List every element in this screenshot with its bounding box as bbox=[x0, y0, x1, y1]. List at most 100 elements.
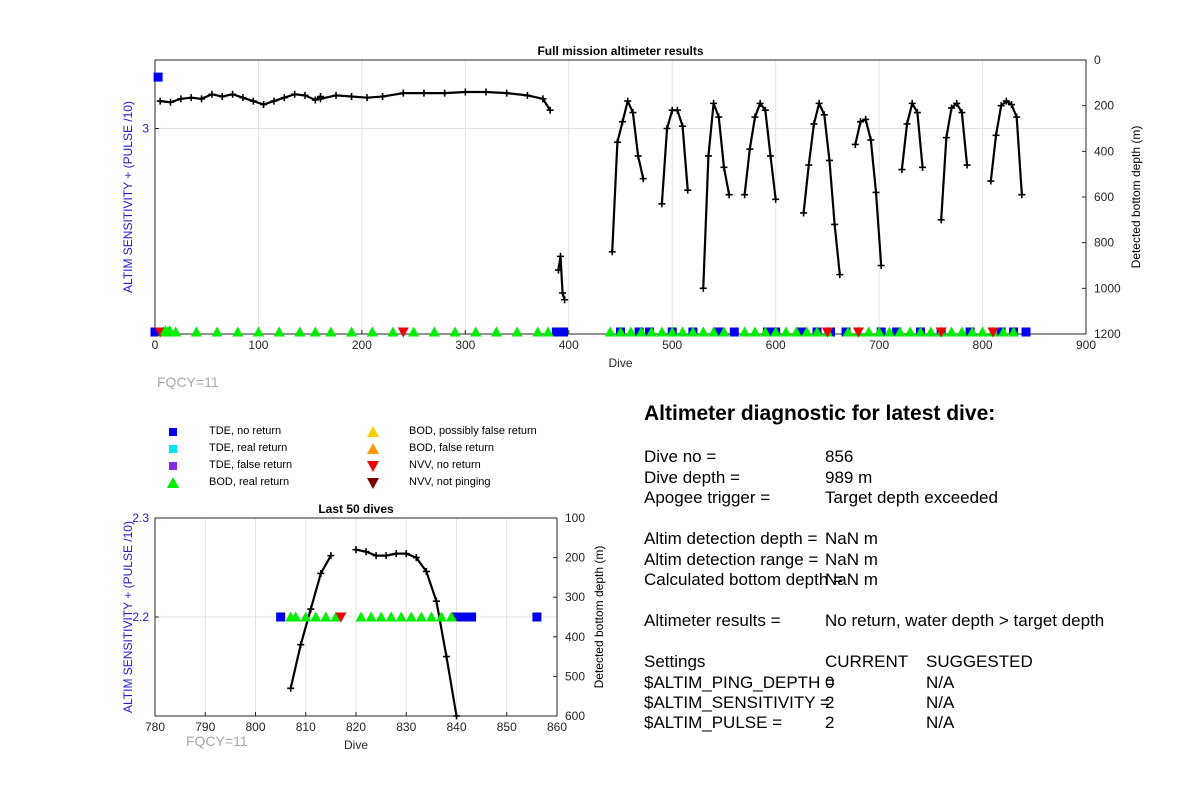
full-mission-depth-line bbox=[557, 256, 566, 301]
full-mission-depth-point bbox=[624, 97, 632, 105]
detect-depth-value: NaN m bbox=[825, 529, 878, 548]
full-mission-marker-triangle-down bbox=[397, 327, 409, 338]
full-mission-marker-triangle-up bbox=[749, 326, 761, 337]
last50-marker-square bbox=[532, 612, 542, 622]
full-mission-ytick-left-label: 3 bbox=[142, 122, 149, 136]
full-mission-marker-triangle-up bbox=[883, 326, 895, 337]
full-mission-marker-triangle-up bbox=[511, 326, 523, 337]
last50-ylabel-left: ALTIM SENSITIVITY + (PULSE /10) bbox=[121, 521, 135, 713]
pulse-label: $ALTIM_PULSE = bbox=[644, 713, 783, 732]
full-mission-depth-point bbox=[198, 95, 206, 103]
full-mission-xtick-label: 0 bbox=[152, 338, 159, 352]
full-mission-depth-point bbox=[208, 90, 216, 98]
full-mission-marker-triangle-up bbox=[997, 326, 1009, 337]
current-header: CURRENT bbox=[825, 652, 909, 671]
last50-depth-point bbox=[422, 567, 430, 575]
full-mission-marker-triangle-up bbox=[428, 326, 440, 337]
full-mission-marker-triangle-up bbox=[739, 326, 751, 337]
full-mission-marker-square bbox=[150, 327, 160, 337]
full-mission-depth-point bbox=[311, 96, 319, 104]
last50-depth-point bbox=[402, 550, 410, 558]
last50-title: Last 50 dives bbox=[318, 502, 394, 516]
full-mission-depth-point bbox=[800, 209, 808, 217]
full-mission-depth-point bbox=[720, 163, 728, 171]
legend-item-right-2: NVV, no return bbox=[409, 459, 481, 471]
full-mission-marker-square bbox=[559, 327, 569, 337]
full-mission-depth-point bbox=[539, 95, 547, 103]
detect-range-value: NaN m bbox=[825, 550, 878, 569]
full-mission-depth-point bbox=[270, 97, 278, 105]
full-mission-depth-point bbox=[218, 93, 226, 101]
last50-marker-square bbox=[467, 612, 477, 622]
last50-xtick-label: 790 bbox=[195, 720, 215, 734]
full-mission-marker-triangle-up bbox=[914, 326, 926, 337]
last50-depth-line bbox=[289, 555, 332, 689]
legend-item-right-3: NVV, not pinging bbox=[409, 476, 491, 488]
full-mission-marker-triangle-up bbox=[408, 326, 420, 337]
last50-ylabel-right: Detected bottom depth (m) bbox=[592, 546, 606, 689]
last50-depth-point bbox=[297, 641, 305, 649]
last50-depth-point bbox=[317, 569, 325, 577]
full-mission-depth-point bbox=[634, 152, 642, 160]
full-mission-marker-square bbox=[714, 327, 724, 337]
last50-marker-triangle-up bbox=[355, 611, 367, 622]
full-mission-marker-triangle-up bbox=[490, 326, 502, 337]
last50-xlabel: Dive bbox=[344, 738, 368, 752]
last50-depth-point bbox=[432, 597, 440, 605]
last50-depth-point bbox=[442, 653, 450, 661]
full-mission-depth-point bbox=[725, 191, 733, 199]
full-mission-depth-point bbox=[851, 140, 859, 148]
full-mission-marker-triangle-up bbox=[718, 326, 730, 337]
full-mission-depth-point bbox=[831, 220, 839, 228]
last50-depth-point bbox=[362, 548, 370, 556]
full-mission-marker-square bbox=[729, 327, 739, 337]
full-mission-depth-point bbox=[997, 102, 1005, 110]
full-mission-ytick-right-label: 1000 bbox=[1094, 281, 1121, 295]
last50-xtick-label: 860 bbox=[547, 720, 567, 734]
full-mission-depth-point bbox=[177, 95, 185, 103]
full-mission-marker-triangle-up bbox=[625, 326, 637, 337]
full-mission-depth-point bbox=[903, 120, 911, 128]
last50-marker-square bbox=[276, 612, 286, 622]
full-mission-marker-triangle-down bbox=[852, 327, 864, 338]
diagnostic-title: Altimeter diagnostic for latest dive: bbox=[644, 402, 996, 425]
last50-marker-triangle-up bbox=[425, 611, 437, 622]
last50-ytick-left-label: 2.2 bbox=[132, 610, 149, 624]
legend-item-right-3-swatch bbox=[366, 476, 380, 493]
full-mission-depth-point bbox=[482, 88, 490, 96]
full-mission-depth-point bbox=[673, 106, 681, 114]
legend-item-left-1: TDE, real return bbox=[209, 442, 288, 454]
full-mission-depth-line bbox=[802, 100, 841, 275]
legend-item-left-1-swatch bbox=[166, 442, 180, 459]
last50-depth-point bbox=[382, 552, 390, 560]
last50-depth-point bbox=[287, 684, 295, 692]
full-mission-marker-triangle-up bbox=[873, 326, 885, 337]
full-mission-depth-line bbox=[940, 101, 969, 220]
full-mission-depth-point bbox=[756, 99, 764, 107]
full-mission-depth-point bbox=[291, 90, 299, 98]
full-mission-ytick-right-label: 0 bbox=[1094, 53, 1101, 67]
last50-ytick-right-label: 300 bbox=[565, 590, 585, 604]
full-mission-marker-triangle-up bbox=[366, 326, 378, 337]
full-mission-depth-line bbox=[320, 90, 552, 111]
full-mission-depth-point bbox=[963, 161, 971, 169]
last50-depth-point bbox=[453, 712, 460, 720]
full-mission-xlabel: Dive bbox=[608, 356, 632, 370]
full-mission-marker-triangle-up bbox=[387, 326, 399, 337]
full-mission-depth-point bbox=[919, 163, 927, 171]
full-mission-ytick-right-label: 200 bbox=[1094, 99, 1114, 113]
last50-depth-point bbox=[412, 554, 420, 562]
full-mission-depth-point bbox=[937, 216, 945, 224]
full-mission-depth-point bbox=[741, 191, 749, 199]
full-mission-marker-square bbox=[797, 327, 807, 337]
full-mission-depth-point bbox=[1013, 113, 1021, 121]
full-mission-depth-point bbox=[420, 89, 428, 97]
full-mission-fqcy-label: FQCY=11 bbox=[157, 374, 219, 390]
last50-xtick-label: 850 bbox=[497, 720, 517, 734]
full-mission-depth-point bbox=[942, 134, 950, 142]
legend-item-right-1: BOD, false return bbox=[409, 442, 494, 454]
full-mission-depth-point bbox=[761, 106, 769, 114]
full-mission-marker-triangle-up bbox=[190, 326, 202, 337]
full-mission-marker-triangle-up bbox=[956, 326, 968, 337]
last50-xtick-label: 780 bbox=[145, 720, 165, 734]
